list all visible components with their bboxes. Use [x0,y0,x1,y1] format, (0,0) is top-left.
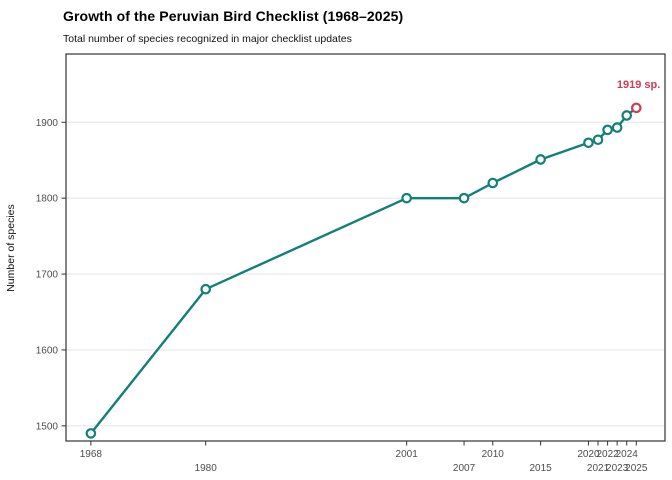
data-point [458,192,470,204]
x-tick-label: 2021 [587,463,610,474]
x-tick-label: 2007 [453,463,476,474]
data-point [602,124,613,136]
y-tick-label: 1800 [36,194,59,205]
data-point [487,177,499,189]
x-tick-label: 2020 [577,449,600,460]
x-tick-label: 2025 [625,463,648,474]
data-point [401,192,412,204]
chart-subtitle: Total number of species recognized in ma… [63,33,352,45]
data-point [535,154,546,165]
chart-title: Growth of the Peruvian Bird Checklist (1… [63,8,404,24]
x-tick-label: 2024 [616,449,639,460]
x-tick-label: 2010 [482,449,505,460]
annotation-label: 1919 sp. [617,79,660,91]
data-point [621,110,633,121]
x-tick-label: 2001 [396,449,419,460]
x-tick-label: 1968 [80,449,103,460]
y-tick-label: 1900 [36,118,59,129]
data-point [85,428,97,439]
panel-border [65,53,666,442]
data-point [611,122,623,133]
data-point [592,134,604,146]
data-point [200,283,212,295]
x-tick-label: 2023 [606,463,629,474]
x-tick-label: 1980 [195,463,218,474]
series-line [89,106,638,435]
highlight-data-point [630,102,642,114]
y-tick-label: 1500 [36,421,59,432]
y-tick-label: 1700 [36,270,59,281]
x-tick-label: 2015 [529,463,552,474]
x-tick-label: 2022 [596,449,619,460]
y-tick-label: 1600 [36,345,59,356]
data-point [583,137,594,149]
